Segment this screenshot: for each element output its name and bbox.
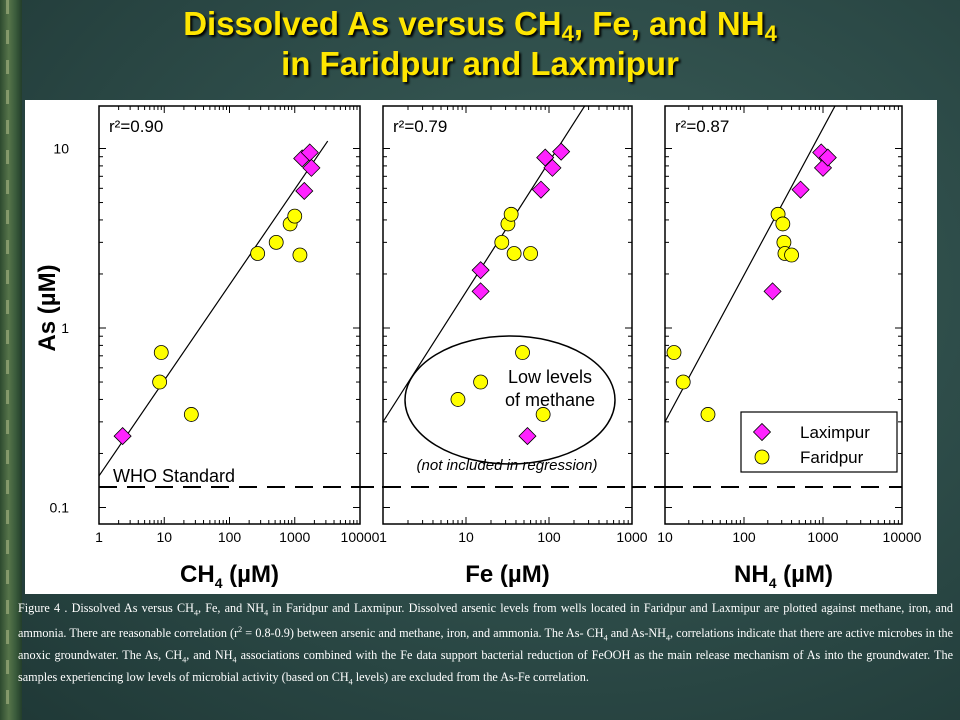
x-tick-label-fe: 1000 — [616, 529, 647, 545]
figure-caption: Figure 4 . Dissolved As versus CH4, Fe, … — [18, 601, 954, 687]
data-point-faridpur-fe — [503, 206, 519, 222]
title-line-2: in Faridpur and Laxmipur — [281, 45, 679, 82]
data-point-laximpur-ch4 — [113, 427, 132, 446]
data-point-faridpur-fe — [494, 234, 510, 250]
data-point-laximpur-nh4 — [791, 180, 810, 199]
x-tick-label-ch4: 1000 — [279, 529, 310, 545]
who-standard-label: WHO Standard — [113, 466, 235, 486]
data-point-faridpur-ch4 — [292, 247, 308, 263]
r2-label-nh4: r²=0.87 — [675, 117, 729, 136]
panel-frame-nh4 — [664, 105, 903, 525]
figure-panel: 1 10 100 1000 10000 CH4 (µM) r²=0.90 1 10 100 1000… — [25, 100, 937, 594]
excluded-note-line1: Low levels — [508, 367, 592, 387]
fit-line-ch4 — [99, 140, 329, 477]
data-point-faridpur-fe — [535, 407, 551, 422]
legend-label-laximpur: Laximpur — [800, 423, 870, 442]
data-point-faridpur-ch4 — [250, 246, 266, 261]
data-point-laximpur-fe — [518, 427, 537, 446]
x-axis-label-fe: Fe (µM) — [465, 561, 550, 588]
data-point-laximpur-nh4 — [763, 282, 782, 301]
excluded-caption: (not included in regression) — [417, 457, 598, 474]
data-point-laximpur-fe — [471, 282, 490, 301]
data-point-laximpur-fe — [531, 180, 551, 199]
data-point-faridpur-nh4 — [700, 407, 716, 422]
y-axis-label: As (µM) — [34, 264, 61, 351]
x-tick-label-ch4: 1 — [95, 529, 103, 545]
x-tick-label-nh4: 1000 — [807, 529, 838, 545]
slide-title: Dissolved As versus CH4, Fe, and NH4 in … — [40, 4, 920, 84]
data-point-faridpur-ch4 — [152, 374, 168, 390]
x-tick-label-nh4: 100 — [732, 529, 756, 545]
panel-frame-ch4 — [98, 105, 361, 525]
fit-line-nh4 — [665, 106, 836, 423]
data-point-faridpur-nh4 — [666, 345, 682, 360]
x-tick-label-nh4: 10 — [657, 529, 673, 545]
panel-frame-fe — [382, 105, 633, 525]
x-axis-label-nh4: NH4 (µM) — [734, 561, 833, 591]
data-point-faridpur-fe — [523, 246, 538, 261]
data-point-faridpur-ch4 — [287, 208, 303, 224]
data-point-faridpur-ch4 — [183, 407, 199, 422]
x-tick-label-ch4: 100 — [218, 529, 242, 545]
legend-marker-faridpur — [754, 449, 770, 465]
data-point-faridpur-fe — [506, 246, 522, 261]
data-point-laximpur-fe — [552, 142, 571, 161]
legend-marker-laximpur — [752, 422, 772, 442]
data-point-faridpur-fe — [473, 374, 489, 390]
x-tick-label-fe: 1 — [379, 529, 387, 545]
data-point-laximpur-ch4 — [302, 158, 321, 177]
data-point-faridpur-fe — [450, 392, 466, 407]
data-point-laximpur-fe — [543, 158, 562, 177]
data-point-faridpur-fe — [515, 345, 530, 360]
y-tick-label: 0.1 — [50, 500, 70, 516]
data-point-laximpur-nh4 — [818, 148, 837, 167]
legend-label-faridpur: Faridpur — [800, 448, 864, 467]
data-point-faridpur-ch4 — [268, 234, 284, 250]
y-tick-label: 10 — [53, 141, 69, 157]
x-axis-label-ch4: CH4 (µM) — [180, 561, 279, 591]
excluded-note-line2: of methane — [505, 390, 595, 410]
x-tick-label-ch4: 10000 — [341, 529, 380, 545]
x-tick-label-nh4: 10000 — [883, 529, 922, 545]
excluded-region-ellipse — [404, 335, 616, 465]
data-point-laximpur-fe — [471, 261, 490, 280]
data-point-faridpur-nh4 — [675, 374, 691, 390]
data-point-faridpur-nh4 — [784, 247, 799, 263]
x-tick-label-fe: 10 — [458, 529, 474, 545]
data-point-faridpur-ch4 — [153, 345, 169, 360]
title-line-1: Dissolved As versus CH4, Fe, and NH4 — [183, 5, 777, 46]
data-point-faridpur-nh4 — [775, 216, 791, 232]
x-tick-label-ch4: 10 — [156, 529, 172, 545]
r2-label-fe: r²=0.79 — [393, 117, 447, 136]
y-tick-label: 1 — [61, 320, 69, 336]
r2-label-ch4: r²=0.90 — [109, 117, 163, 136]
data-point-laximpur-ch4 — [295, 181, 314, 201]
x-tick-label-fe: 100 — [537, 529, 561, 545]
decorative-map-strip — [0, 0, 22, 720]
